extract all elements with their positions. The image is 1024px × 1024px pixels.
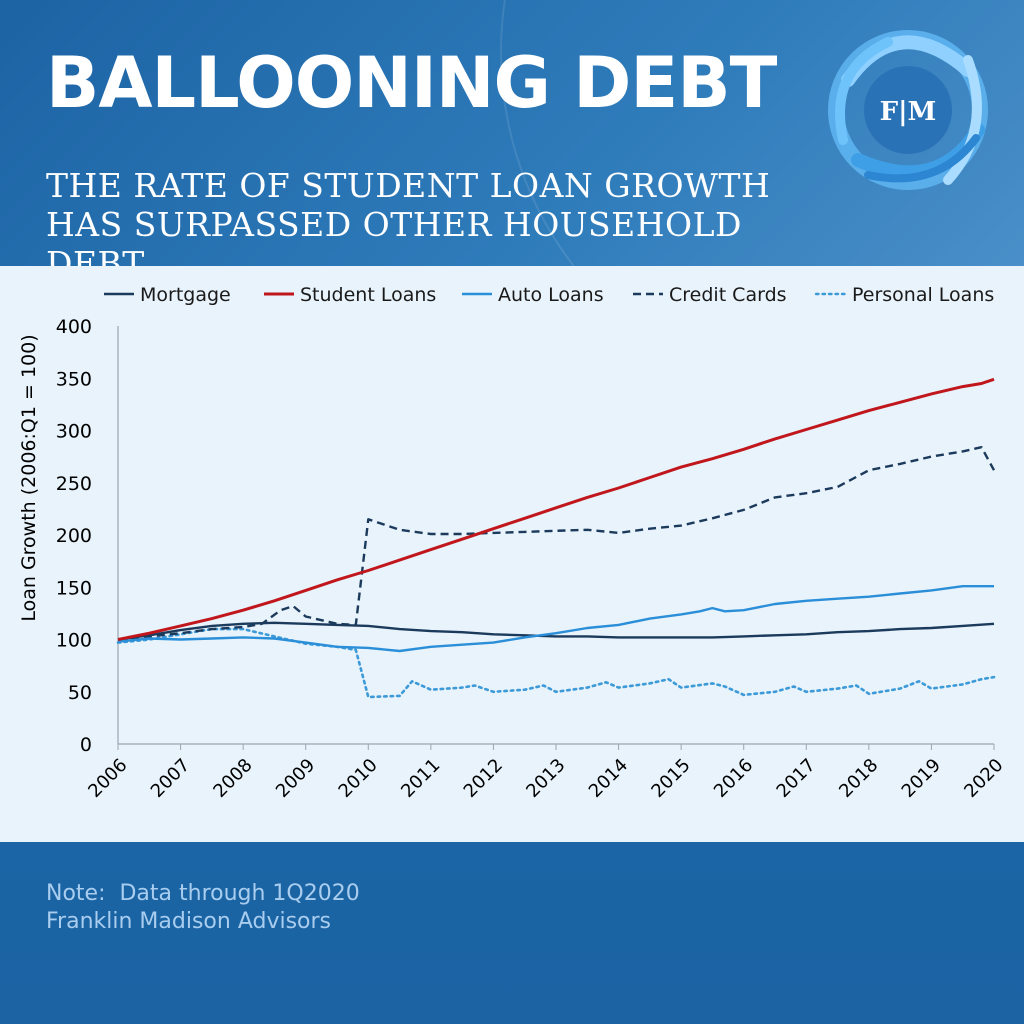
x-tick-label: 2007 — [147, 755, 194, 802]
x-tick-label: 2006 — [84, 755, 131, 802]
x-tick-label: 2012 — [460, 755, 507, 802]
y-tick-label: 0 — [80, 734, 92, 756]
page-subtitle: THE RATE OF STUDENT LOAN GROWTH HAS SURP… — [46, 166, 771, 266]
legend-label-credit-cards: Credit Cards — [669, 284, 787, 306]
x-tick-label: 2020 — [960, 755, 1007, 802]
y-tick-label: 200 — [56, 525, 92, 547]
chart-series — [116, 377, 996, 699]
y-tick-label: 50 — [68, 682, 92, 704]
x-tick-label: 2009 — [272, 755, 319, 802]
loan-growth-chart: Mortgage Student Loans Auto Loans Credit Ca… — [18, 284, 1008, 802]
x-tick-label: 2011 — [397, 755, 444, 802]
series-line-mortgage — [117, 621, 995, 641]
footer: Note: Data through 1Q2020 Franklin Madis… — [0, 842, 1024, 1024]
legend-label-auto-loans: Auto Loans — [498, 284, 604, 306]
logo-text: F|M — [880, 97, 937, 127]
x-tick-label: 2017 — [773, 755, 820, 802]
series-line-personal-loans — [116, 627, 996, 699]
x-tick-label: 2016 — [710, 755, 757, 802]
chart-legend: Mortgage Student Loans Auto Loans Credit Ca… — [104, 284, 994, 306]
legend-label-mortgage: Mortgage — [140, 284, 231, 306]
source-credit: Franklin Madison Advisors — [46, 909, 332, 934]
y-tick-label: 400 — [56, 316, 92, 338]
y-tick-label: 350 — [56, 368, 92, 390]
page-title: BALLOONING DEBT — [46, 42, 777, 124]
data-note: Note: Data through 1Q2020 — [46, 881, 360, 906]
x-tick-label: 2010 — [335, 755, 382, 802]
y-tick-label: 250 — [56, 473, 92, 495]
franklin-madison-logo: F|M — [828, 30, 988, 190]
legend-label-student-loans: Student Loans — [300, 284, 436, 306]
y-tick-label: 100 — [56, 630, 92, 652]
series-line-auto-loans — [117, 585, 994, 653]
x-tick-label: 2013 — [522, 755, 569, 802]
header: BALLOONING DEBT THE RATE OF STUDENT LOAN… — [0, 0, 1024, 266]
x-tick-label: 2014 — [585, 755, 632, 802]
footer-note-block: Note: Data through 1Q2020 Franklin Madis… — [46, 880, 360, 936]
series-line-credit-cards — [117, 446, 996, 641]
y-axis-label: Loan Growth (2006:Q1 = 100) — [18, 334, 40, 621]
x-tick-label: 2008 — [209, 755, 256, 802]
legend-label-personal-loans: Personal Loans — [852, 284, 994, 306]
chart-axes: 0 50 100 150 200 250 300 350 400 2006 2007 2008 2009… — [56, 316, 1008, 802]
x-tick-label: 2018 — [835, 755, 882, 802]
y-tick-label: 150 — [56, 577, 92, 599]
chart-panel: Mortgage Student Loans Auto Loans Credit Ca… — [0, 266, 1024, 842]
y-tick-label: 300 — [56, 421, 92, 443]
x-tick-label: 2015 — [647, 755, 694, 802]
series-line-student-loans — [117, 377, 995, 641]
x-tick-label: 2019 — [898, 755, 945, 802]
